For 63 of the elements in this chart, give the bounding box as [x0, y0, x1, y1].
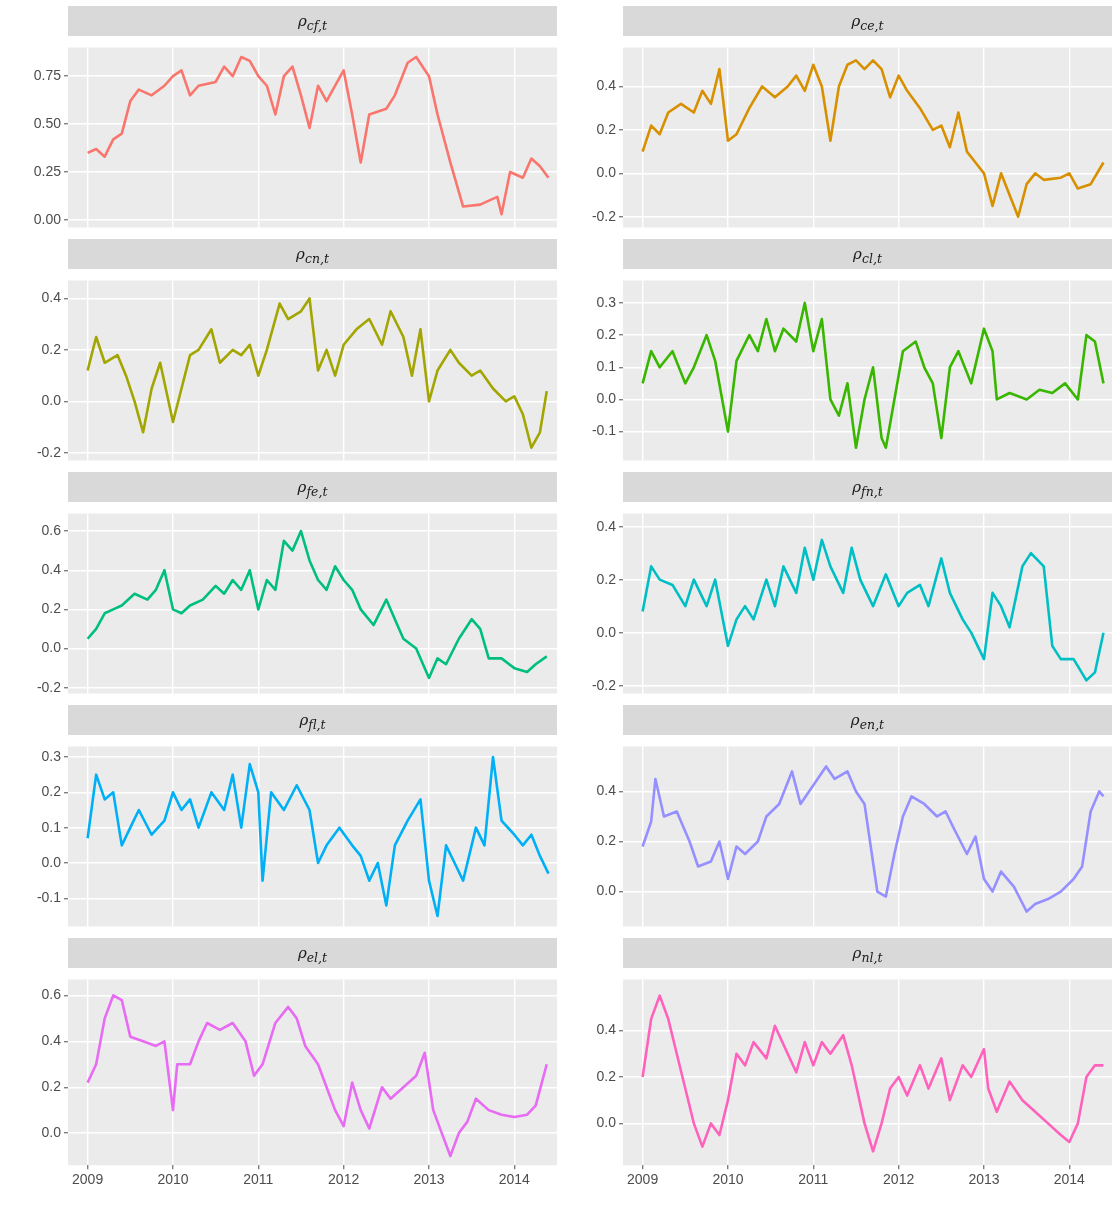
y-tick-label: 0.2 — [596, 325, 617, 342]
y-tick-label: 0.4 — [41, 289, 62, 306]
y-tick-label: 0.3 — [596, 293, 617, 310]
y-tick-label: 0.0 — [596, 164, 617, 181]
x-tick-label: 2012 — [883, 1171, 915, 1188]
y-tick-label: -0.1 — [36, 889, 62, 906]
y-tick-label: 0.0 — [596, 1114, 617, 1131]
x-tick-label: 2013 — [413, 1171, 445, 1188]
chart-title: ρ$_{fl,t}$ — [68, 705, 557, 735]
chart-title: ρ$_{cn,t}$ — [68, 239, 557, 269]
x-tick-label: 2012 — [328, 1171, 360, 1188]
x-tick-label: 2014 — [1053, 1171, 1086, 1188]
x-tick-label: 2010 — [712, 1171, 744, 1188]
x-tick-label: 2014 — [498, 1171, 531, 1188]
y-tick-label: 0.2 — [596, 1067, 617, 1084]
y-tick-label: 0.4 — [596, 1021, 617, 1038]
y-tick-label: -0.1 — [591, 422, 617, 439]
chart-title: ρ$_{el,t}$ — [68, 938, 557, 968]
x-tick-label: 2013 — [968, 1171, 1000, 1188]
y-tick-label: 0.2 — [41, 600, 62, 617]
y-tick-label: 0.2 — [41, 340, 62, 357]
y-tick-label: 0.0 — [41, 853, 62, 870]
y-tick-label: 0.0 — [41, 392, 62, 409]
y-tick-label: 0.75 — [33, 67, 62, 84]
y-tick-label: 0.0 — [596, 390, 617, 407]
y-tick-label: -0.2 — [36, 443, 62, 460]
y-tick-label: 0.00 — [33, 210, 62, 227]
y-tick-label: 0.1 — [41, 818, 62, 835]
x-tick-label: 2010 — [157, 1171, 189, 1188]
x-tick-label: 2011 — [243, 1171, 274, 1188]
chart-title: ρ$_{en,t}$ — [623, 705, 1112, 735]
y-tick-label: 0.0 — [41, 639, 62, 656]
y-tick-label: 0.2 — [596, 570, 617, 587]
y-tick-label: -0.2 — [36, 678, 62, 695]
y-tick-label: 0.2 — [41, 1078, 62, 1095]
y-tick-label: 0.3 — [41, 747, 62, 764]
y-tick-label: 0.0 — [596, 882, 617, 899]
y-tick-label: 0.2 — [596, 120, 617, 137]
y-tick-label: 0.0 — [41, 1123, 62, 1140]
y-tick-label: 0.4 — [41, 1032, 62, 1049]
y-tick-label: 0.6 — [41, 986, 62, 1003]
y-tick-label: -0.2 — [591, 207, 617, 224]
y-tick-label: 0.4 — [596, 782, 617, 799]
y-tick-label: -0.2 — [591, 676, 617, 693]
x-tick-label: 2009 — [72, 1171, 104, 1188]
y-tick-label: 0.4 — [596, 517, 617, 534]
chart-title: ρ$_{fe,t}$ — [68, 472, 557, 502]
y-tick-label: 0.2 — [596, 832, 617, 849]
chart-title: ρ$_{nl,t}$ — [623, 938, 1112, 968]
y-tick-label: 0.0 — [596, 623, 617, 640]
chart-title: ρ$_{cf,t}$ — [68, 6, 557, 36]
x-tick-label: 2011 — [798, 1171, 829, 1188]
y-tick-label: 0.50 — [33, 114, 62, 131]
x-tick-label: 2009 — [627, 1171, 659, 1188]
y-tick-label: 0.25 — [33, 162, 62, 179]
chart-title: ρ$_{fn,t}$ — [623, 472, 1112, 502]
chart-title: ρ$_{cl,t}$ — [623, 239, 1112, 269]
y-tick-label: 0.2 — [41, 783, 62, 800]
y-tick-label: 0.1 — [596, 358, 617, 375]
y-tick-label: 0.4 — [596, 77, 617, 94]
chart-title: ρ$_{ce,t}$ — [623, 6, 1112, 36]
y-tick-label: 0.4 — [41, 561, 62, 578]
y-tick-label: 0.6 — [41, 521, 62, 538]
